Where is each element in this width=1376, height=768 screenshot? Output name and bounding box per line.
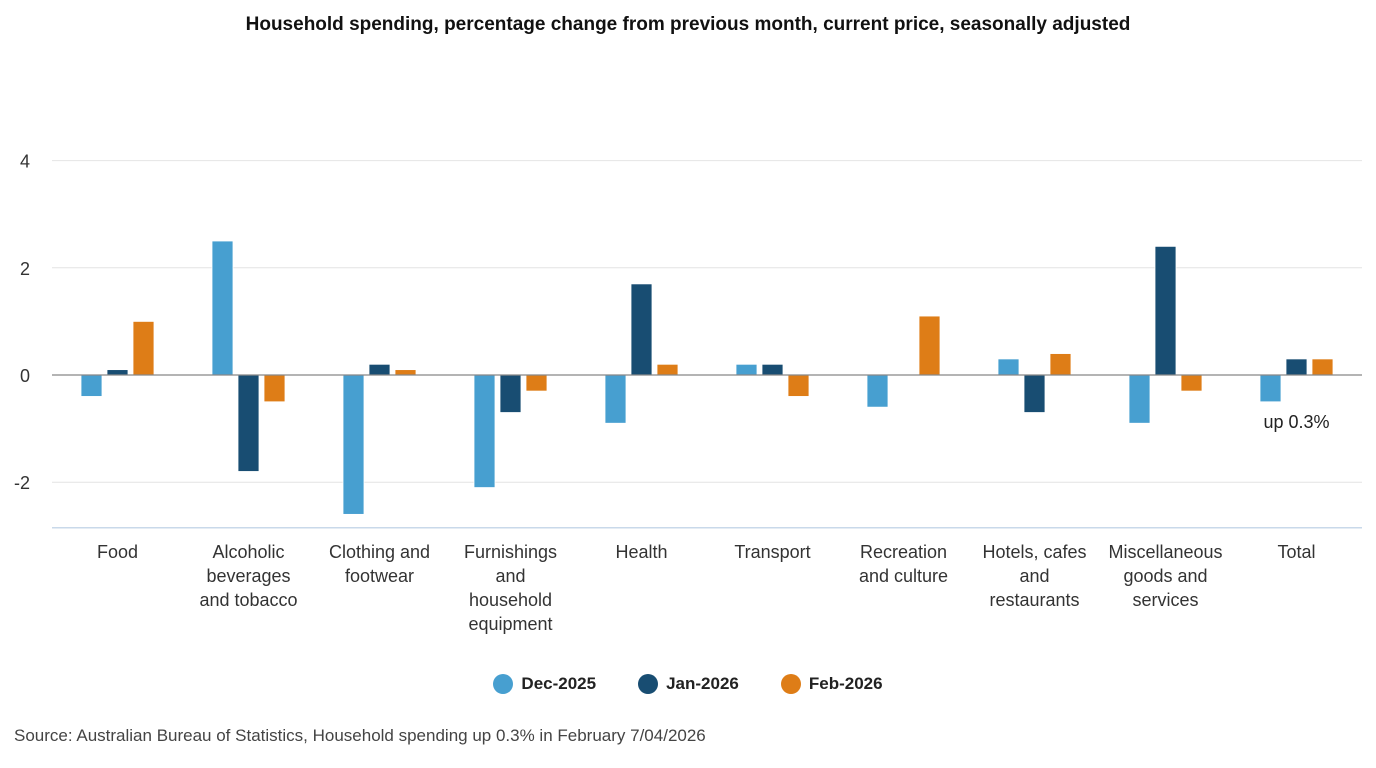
x-tick-label: Clothing and (329, 542, 430, 562)
bar-jan-2026-2 (368, 363, 391, 376)
bar-jan-2026-4 (630, 283, 653, 376)
bar-dec-2025-6 (866, 374, 889, 408)
x-tick-label: Total (1277, 542, 1315, 562)
bar-dec-2025-1 (211, 240, 234, 376)
bar-feb-2026-8 (1180, 374, 1203, 392)
bar-feb-2026-7 (1049, 353, 1072, 376)
legend-marker (780, 674, 801, 694)
legend-item-dec-2025[interactable]: Dec-2025 (493, 674, 596, 694)
bar-dec-2025-9 (1259, 374, 1282, 403)
x-tick-label: and culture (859, 566, 948, 586)
bar-feb-2026-0 (132, 320, 155, 376)
source-note: Source: Australian Bureau of Statistics,… (14, 726, 706, 745)
x-tick-label: Furnishings (464, 542, 557, 562)
chart-title: Household spending, percentage change fr… (245, 14, 1131, 35)
bar-feb-2026-6 (918, 315, 941, 376)
y-tick-label: 4 (20, 152, 30, 172)
x-tick-label: services (1132, 590, 1198, 610)
bar-feb-2026-9 (1311, 358, 1334, 376)
x-tick-label: Miscellaneous (1108, 542, 1222, 562)
bar-dec-2025-3 (473, 374, 496, 488)
x-tick-label: and tobacco (199, 590, 297, 610)
legend-label: Dec-2025 (521, 674, 597, 693)
x-tick-label: and (495, 566, 525, 586)
legend-label: Feb-2026 (808, 674, 883, 693)
bar-feb-2026-4 (656, 363, 679, 376)
x-tick-label: Food (97, 542, 138, 562)
y-tick-label: 0 (20, 366, 30, 386)
bar-dec-2025-5 (735, 363, 758, 376)
data-annotation: up 0.3% (1263, 412, 1329, 432)
bar-dec-2025-7 (997, 358, 1020, 376)
bar-dec-2025-0 (80, 374, 103, 397)
legend-item-jan-2026[interactable]: Jan-2026 (638, 674, 739, 694)
bar-jan-2026-8 (1154, 245, 1177, 376)
x-tick-label: footwear (345, 566, 414, 586)
x-tick-label: and (1019, 566, 1049, 586)
legend-marker (493, 674, 514, 694)
bar-jan-2026-7 (1023, 374, 1046, 413)
y-tick-label: 2 (20, 259, 30, 279)
legend-label: Jan-2026 (666, 674, 739, 693)
bar-feb-2026-3 (525, 374, 548, 392)
bar-dec-2025-4 (604, 374, 627, 424)
bar-dec-2025-8 (1128, 374, 1151, 424)
legend: Dec-2025 Jan-2026 Feb-2026 (0, 674, 1376, 694)
bar-feb-2026-1 (263, 374, 286, 403)
bar-jan-2026-3 (499, 374, 522, 413)
x-tick-label: equipment (468, 614, 552, 634)
legend-item-feb-2026[interactable]: Feb-2026 (780, 674, 883, 694)
bar-jan-2026-5 (761, 363, 784, 376)
x-tick-label: restaurants (989, 590, 1079, 610)
x-tick-label: household (469, 590, 552, 610)
x-tick-label: Hotels, cafes (982, 542, 1086, 562)
bar-jan-2026-0 (106, 369, 129, 376)
x-tick-label: Health (615, 542, 667, 562)
y-tick-label: -2 (14, 473, 30, 493)
x-tick-label: Recreation (860, 542, 947, 562)
x-tick-label: beverages (206, 566, 290, 586)
legend-marker (638, 674, 659, 694)
x-tick-label: Transport (734, 542, 810, 562)
bar-feb-2026-5 (787, 374, 810, 397)
bar-feb-2026-2 (394, 369, 417, 376)
bar-jan-2026-1 (237, 374, 260, 472)
x-tick-label: goods and (1123, 566, 1207, 586)
x-tick-label: Alcoholic (212, 542, 284, 562)
bar-jan-2026-9 (1285, 358, 1308, 376)
bar-dec-2025-2 (342, 374, 365, 515)
